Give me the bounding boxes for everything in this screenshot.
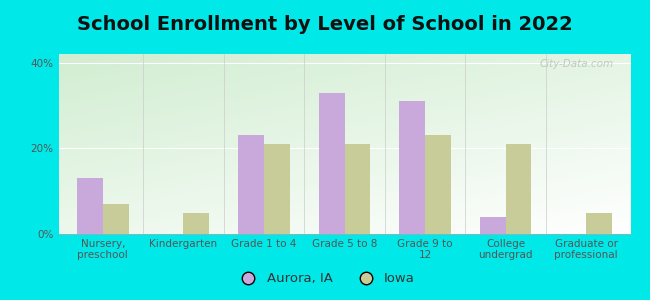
Text: City-Data.com: City-Data.com: [540, 59, 614, 69]
Bar: [425, 135, 451, 234]
Bar: [480, 217, 506, 234]
Text: School Enrollment by Level of School in 2022: School Enrollment by Level of School in …: [77, 15, 573, 34]
Bar: [399, 101, 425, 234]
Bar: [344, 144, 370, 234]
Bar: [506, 144, 532, 234]
Bar: [318, 93, 344, 234]
Bar: [586, 213, 612, 234]
Bar: [183, 213, 209, 234]
Bar: [103, 204, 129, 234]
Bar: [77, 178, 103, 234]
Legend: Aurora, IA, Iowa: Aurora, IA, Iowa: [230, 267, 420, 290]
Bar: [238, 135, 264, 234]
Bar: [264, 144, 290, 234]
